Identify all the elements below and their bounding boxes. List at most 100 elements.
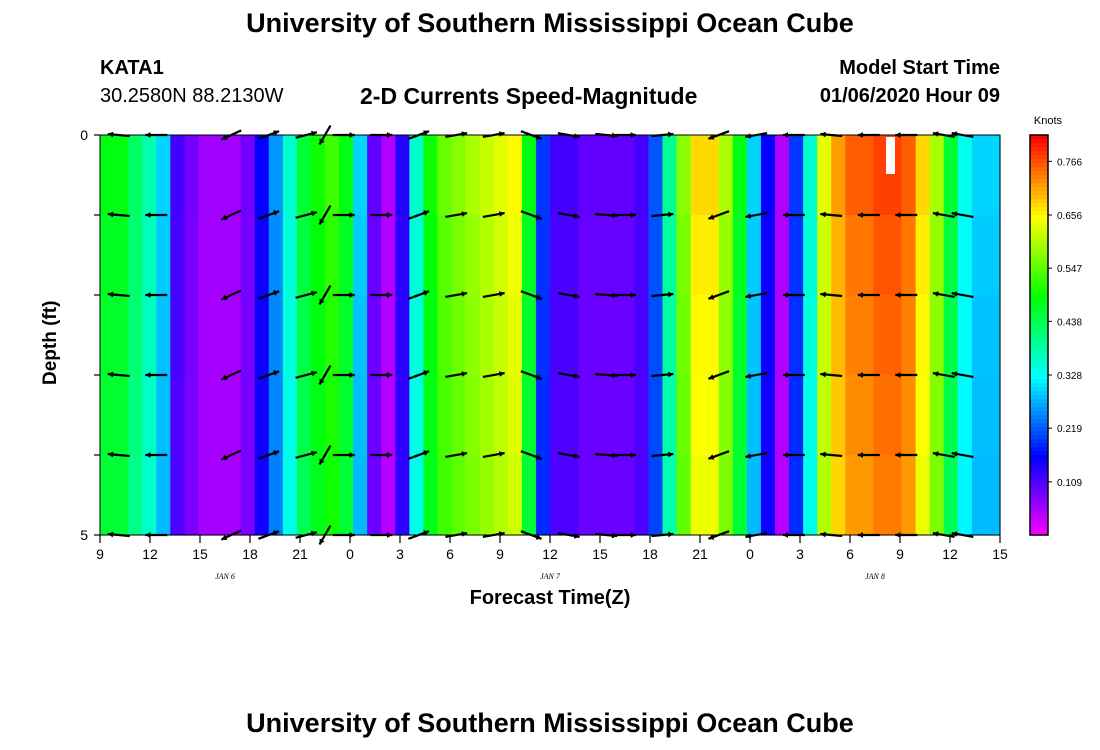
heatmap-cell: [634, 455, 650, 536]
heatmap-cell: [409, 215, 425, 296]
colorbar-segment: [1030, 355, 1048, 360]
heatmap-cell: [620, 295, 635, 376]
heatmap-cell: [831, 455, 846, 536]
current-vector-head: [782, 372, 788, 378]
current-vector-head: [708, 134, 715, 140]
colorbar-segment: [1030, 191, 1048, 196]
current-vector-head: [319, 458, 325, 465]
current-vector-head: [895, 452, 901, 458]
heatmap-cell: [760, 135, 776, 216]
heatmap-cell: [100, 135, 115, 216]
colorbar-segment: [1030, 455, 1048, 460]
heatmap-cell: [423, 215, 439, 296]
heatmap-cell: [395, 375, 410, 456]
heatmap-cell: [760, 295, 776, 376]
heatmap-cell: [395, 295, 410, 376]
colorbar-segment: [1030, 187, 1048, 192]
heatmap-cell: [395, 455, 410, 536]
heatmap-cell: [226, 135, 242, 216]
heatmap-cell: [873, 135, 889, 216]
heatmap-cell: [268, 455, 284, 536]
heatmap-cell: [535, 215, 551, 296]
heatmap-cell: [170, 215, 185, 296]
current-vector-head: [668, 211, 674, 218]
current-vector-head: [423, 290, 430, 296]
heatmap-cell: [606, 215, 621, 296]
current-vector-head: [221, 534, 228, 540]
heatmap-cell: [676, 135, 692, 216]
heatmap-cell: [268, 295, 284, 376]
current-vector-head: [221, 454, 228, 460]
heatmap-cell: [212, 295, 228, 376]
colorbar-tick-label: 0.656: [1057, 211, 1082, 222]
colorbar-segment: [1030, 315, 1048, 320]
heatmap-cell: [367, 375, 382, 456]
colorbar-segment: [1030, 371, 1048, 376]
current-vector-head: [857, 212, 863, 218]
heatmap-cell: [254, 375, 270, 456]
heatmap-cell: [901, 295, 917, 376]
heatmap-cell: [128, 295, 143, 376]
heatmap-cell: [690, 135, 706, 216]
heatmap-cell: [746, 215, 762, 296]
heatmap-cell: [817, 215, 832, 296]
current-vector-head: [311, 210, 317, 217]
colorbar-segment: [1030, 379, 1048, 384]
heatmap-cell: [409, 135, 425, 216]
heatmap-cell: [507, 135, 523, 216]
x-tick-label: 15: [592, 546, 608, 562]
heatmap-cell: [493, 375, 509, 456]
current-vector-head: [630, 372, 636, 378]
heatmap-cell: [367, 135, 382, 216]
heatmap-cell: [606, 295, 621, 376]
heatmap-cell: [465, 135, 481, 216]
current-vector-head: [535, 214, 542, 220]
heatmap-cell: [198, 295, 214, 376]
date-label: JAN 7: [540, 572, 561, 581]
heatmap-cell: [929, 455, 945, 536]
heatmap-cell: [493, 135, 509, 216]
current-vector-head: [387, 372, 393, 378]
colorbar-tick-label: 0.766: [1057, 157, 1082, 168]
colorbar-segment: [1030, 423, 1048, 428]
heatmap-cell: [479, 375, 495, 456]
heatmap-cell: [353, 455, 368, 536]
heatmap-cell: [971, 455, 987, 536]
heatmap-cell: [114, 215, 129, 296]
current-vector-head: [951, 211, 958, 217]
heatmap-cell: [100, 455, 115, 536]
heatmap-cell: [985, 455, 1001, 536]
colorbar-segment: [1030, 335, 1048, 340]
current-vector-head: [820, 211, 826, 218]
heatmap-cell: [648, 455, 664, 536]
heatmap-cell: [887, 295, 903, 376]
colorbar-segment: [1030, 159, 1048, 164]
heatmap-cell: [339, 455, 354, 536]
current-vector-head: [461, 291, 468, 297]
colorbar-unit: Knots: [1034, 115, 1063, 127]
current-vector-head: [311, 450, 317, 457]
current-vector-head: [349, 292, 355, 298]
current-vector-head: [708, 374, 715, 380]
colorbar-segment: [1030, 459, 1048, 464]
heatmap-cell: [395, 135, 410, 216]
colorbar-segment: [1030, 463, 1048, 468]
heatmap-cell: [254, 455, 270, 536]
current-vector-head: [461, 371, 468, 377]
heatmap-cell: [493, 295, 509, 376]
heatmap-cell: [957, 295, 973, 376]
heatmap-cell: [142, 375, 157, 456]
colorbar-segment: [1030, 279, 1048, 284]
heatmap-cell: [170, 295, 185, 376]
colorbar-tick-label: 0.109: [1057, 478, 1082, 489]
current-vector-head: [461, 211, 468, 217]
heatmap-cell: [704, 215, 720, 296]
heatmap-cell: [521, 455, 537, 536]
x-tick-label: 9: [896, 546, 904, 562]
heatmap-cell: [634, 215, 650, 296]
current-vector-head: [820, 371, 826, 378]
current-vector-head: [708, 534, 715, 540]
heatmap-cell: [521, 375, 537, 456]
colorbar-segment: [1030, 223, 1048, 228]
heatmap-cell: [578, 215, 593, 296]
